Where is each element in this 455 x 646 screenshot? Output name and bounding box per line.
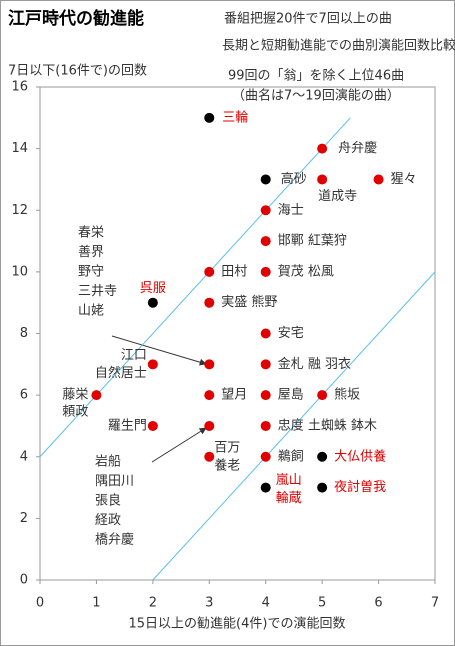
x-tick-label: 7 [431,596,439,611]
point [260,266,271,277]
point-label: 百万 [214,440,240,455]
point [260,482,271,493]
x-tick-label: 0 [36,596,44,611]
point [260,359,271,370]
point [317,174,328,185]
point [317,143,328,154]
point-label: 自然居士 [95,365,147,381]
point-label: 海士 [278,203,304,218]
x-axis-label: 15日以上の勧進能(4件)での演能回数 [129,616,346,632]
chart-title: 江戸時代の勧進能 [8,8,144,29]
x-tick-label: 5 [318,596,326,611]
point-label: 屋島 [278,388,304,403]
point-label: 養老 [214,457,240,473]
point [317,390,328,401]
point-label: 輪蔵 [276,490,302,506]
point [260,174,271,185]
reference-line [39,117,351,458]
annotation: 橋弁慶 [95,533,134,548]
point [204,112,215,123]
annotation: 岩船 [95,455,121,470]
annotation: 張良 [95,493,121,509]
point-label: 三輪 [222,109,248,125]
point-label: 呉服 [140,281,166,296]
point [91,390,102,401]
point [204,266,215,277]
annotation: 春栄 [78,226,104,241]
point-label: 安宅 [278,326,304,341]
x-tick-label: 4 [262,596,270,611]
subtitle: 長期と短期勧進能での曲別演能回数比較 [222,38,455,54]
point-label: 猩々 [391,172,417,187]
y-tick-label: 2 [20,511,28,526]
point [147,359,158,370]
point-label: 高砂 [281,171,307,187]
annotation: 三井寺 [78,284,117,299]
y-tick-label: 16 [11,80,28,95]
point-label: 忠度 土蜘蛛 鉢木 [278,417,377,433]
point-label: 藤栄 [62,388,88,403]
point-label: 邯鄲 紅葉狩 [278,234,347,249]
point-label: 熊坂 [334,387,360,403]
point [260,328,271,339]
point-label: 羅生門 [108,418,147,433]
point [204,420,215,431]
point-label: 金札 融 羽衣 [278,356,351,372]
point [260,205,271,216]
point [317,482,328,493]
annotation: 野守 [78,265,104,280]
point [260,390,271,401]
y-tick-label: 10 [11,264,28,279]
point [147,297,158,308]
x-tick-label: 3 [205,596,213,611]
point-label: 大仏供養 [334,448,386,464]
note: 99回の「翁」を除く上位46曲 [228,69,404,84]
point [373,174,384,185]
annotation: 隅田川 [95,474,134,489]
point [317,451,328,462]
point-label: 賀茂 松風 [278,264,334,279]
point [147,420,158,431]
note: （曲名は7～19回演能の曲） [232,88,400,104]
point-label: 頼政 [62,405,88,420]
y-tick-label: 6 [20,388,28,403]
annotation: 善界 [78,244,104,260]
subtitle: 番組把握20件で7回以上の曲 [224,12,392,27]
point-label: 道成寺 [318,189,357,204]
y-tick-label: 4 [20,449,28,464]
point [204,359,215,370]
y-tick-label: 14 [11,141,28,156]
point [204,297,215,308]
x-tick-label: 2 [149,596,157,611]
point-label: 江口 [121,348,147,363]
y-tick-label: 12 [11,203,28,218]
point-label: 鵜飼 [278,449,304,464]
annotation: 経政 [95,513,121,528]
arrow [111,335,207,366]
point-label: 夜討曽我 [334,479,386,495]
point [260,236,271,247]
point [204,451,215,462]
point [260,420,271,431]
y-tick-label: 8 [20,326,28,341]
y-tick-label: 0 [20,573,28,588]
x-tick-label: 1 [92,596,100,611]
point-label: 嵐山 [276,473,302,488]
point-label: 望月 [221,387,247,403]
point-label: 実盛 熊野 [221,294,277,310]
point [204,390,215,401]
x-tick-label: 6 [374,596,382,611]
y-axis-label: 7日以下(16件で)の回数 [8,64,147,79]
reference-line [152,271,436,581]
point-label: 田村 [221,264,247,279]
arrow [151,427,207,463]
point [260,451,271,462]
point-label: 舟弁慶 [338,141,377,156]
annotation: 山姥 [78,304,104,319]
